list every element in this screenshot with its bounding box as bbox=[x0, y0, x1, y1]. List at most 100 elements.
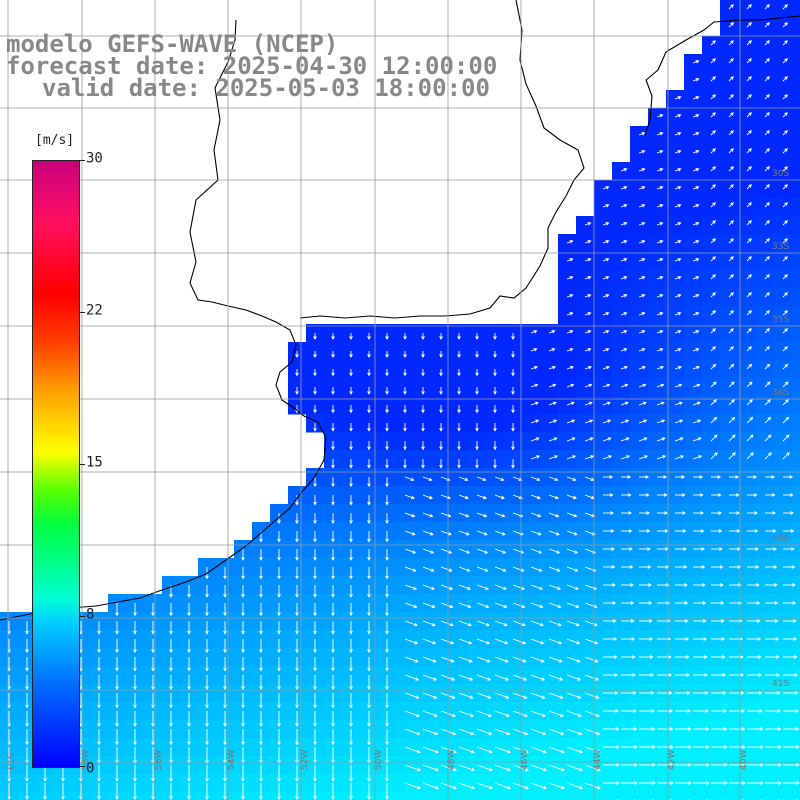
wind-arrow-head bbox=[534, 365, 538, 370]
wind-arrow-head bbox=[784, 363, 789, 368]
longitude-label: 44W bbox=[593, 750, 603, 770]
wind-arrow-head bbox=[605, 204, 610, 208]
wind-arrow bbox=[764, 292, 770, 298]
wind-arrow bbox=[620, 276, 627, 280]
wind-arrow-head bbox=[433, 695, 438, 699]
wind-arrow-head bbox=[596, 713, 601, 718]
wind-arrow bbox=[584, 476, 594, 481]
wind-arrow-head bbox=[349, 723, 353, 727]
wind-arrow-head bbox=[169, 723, 173, 727]
wind-arrow-head bbox=[648, 583, 652, 587]
wind-arrow-head bbox=[367, 391, 371, 395]
wind-arrow-head bbox=[766, 22, 770, 26]
wind-arrow-head bbox=[115, 741, 119, 746]
wind-arrow-head bbox=[699, 475, 704, 479]
wind-arrow bbox=[584, 656, 599, 663]
wind-arrow-head bbox=[595, 695, 600, 699]
wind-arrow-head bbox=[659, 330, 664, 334]
wind-arrow bbox=[530, 494, 541, 499]
wind-arrow-head bbox=[749, 416, 754, 421]
wind-arrow-head bbox=[367, 464, 371, 469]
wind-arrow-head bbox=[500, 477, 505, 482]
wind-arrow-head bbox=[748, 238, 752, 242]
wind-arrow-head bbox=[349, 538, 353, 543]
wind-arrow-head bbox=[475, 336, 479, 340]
wind-arrow-head bbox=[578, 731, 583, 736]
wind-arrow-head bbox=[632, 673, 637, 677]
wind-arrow bbox=[548, 402, 557, 406]
wind-arrow-head bbox=[331, 354, 335, 358]
wind-arrow-head bbox=[421, 336, 425, 340]
wind-arrow-head bbox=[652, 781, 656, 785]
wind-arrow-head bbox=[766, 202, 770, 206]
wind-arrow bbox=[692, 96, 699, 100]
wind-arrow bbox=[710, 238, 716, 244]
wind-arrow-head bbox=[521, 586, 526, 590]
wind-arrow-head bbox=[295, 612, 299, 617]
wind-arrow bbox=[746, 94, 752, 100]
wind-arrow-head bbox=[720, 619, 725, 623]
wind-speed-cell bbox=[792, 180, 800, 199]
wind-arrow-head bbox=[684, 619, 689, 623]
wind-arrow-head bbox=[569, 348, 574, 352]
wind-arrow-head bbox=[588, 383, 593, 388]
wind-arrow bbox=[638, 366, 646, 370]
wind-arrow-head bbox=[748, 202, 752, 206]
wind-arrow-head bbox=[778, 745, 782, 749]
wind-arrow-head bbox=[659, 132, 664, 136]
wind-arrow-head bbox=[403, 446, 407, 451]
wind-arrow-head bbox=[695, 96, 700, 100]
wind-arrow bbox=[728, 166, 734, 172]
wind-arrow-head bbox=[574, 568, 579, 572]
wind-arrow bbox=[728, 130, 734, 136]
wind-arrow bbox=[602, 348, 609, 352]
wind-arrow bbox=[530, 366, 538, 370]
wind-arrow-head bbox=[25, 686, 29, 691]
wind-arrow bbox=[674, 276, 681, 280]
wind-arrow-head bbox=[668, 691, 673, 695]
wind-arrow bbox=[404, 530, 416, 536]
wind-arrow-head bbox=[616, 781, 620, 785]
wind-arrow-head bbox=[115, 760, 119, 764]
wind-arrow bbox=[764, 452, 772, 460]
wind-arrow-head bbox=[627, 475, 632, 479]
wind-arrow-head bbox=[784, 328, 788, 332]
wind-arrow bbox=[764, 399, 771, 406]
wind-arrow bbox=[656, 222, 663, 226]
wind-arrow-head bbox=[591, 532, 596, 536]
wind-arrow-head bbox=[367, 686, 371, 691]
wind-arrow-head bbox=[277, 760, 281, 764]
wind-arrow bbox=[440, 512, 451, 517]
wind-arrow-head bbox=[520, 568, 525, 572]
wind-arrow bbox=[692, 294, 699, 298]
wind-arrow-head bbox=[721, 637, 726, 641]
wind-speed-cell bbox=[630, 792, 649, 800]
wind-arrow bbox=[674, 258, 681, 262]
wind-arrow-head bbox=[403, 464, 407, 469]
wind-speed-cell bbox=[612, 792, 631, 800]
wind-arrow-head bbox=[503, 586, 508, 590]
wind-arrow bbox=[746, 381, 753, 388]
wind-arrow-head bbox=[349, 612, 353, 617]
wind-arrow-head bbox=[385, 409, 389, 414]
wind-arrow bbox=[782, 434, 790, 442]
wind-arrow-head bbox=[695, 312, 700, 316]
wind-arrow bbox=[530, 384, 538, 388]
wind-arrow-head bbox=[457, 464, 461, 469]
wind-arrow-head bbox=[450, 640, 455, 645]
wind-arrow bbox=[746, 256, 752, 262]
wind-arrow-head bbox=[403, 354, 407, 358]
wind-arrow-head bbox=[241, 594, 245, 598]
wind-arrow-head bbox=[449, 604, 454, 609]
wind-arrow bbox=[584, 402, 593, 406]
wind-arrow-head bbox=[742, 781, 746, 785]
wind-arrow bbox=[692, 60, 699, 64]
wind-arrow-head bbox=[349, 391, 353, 395]
wind-arrow bbox=[746, 220, 752, 226]
wind-arrow-head bbox=[774, 619, 779, 623]
wind-arrow-head bbox=[735, 475, 740, 479]
wind-arrow bbox=[440, 746, 457, 753]
wind-arrow-head bbox=[712, 148, 716, 152]
wind-arrow-head bbox=[732, 452, 736, 456]
wind-arrow-head bbox=[703, 655, 708, 659]
